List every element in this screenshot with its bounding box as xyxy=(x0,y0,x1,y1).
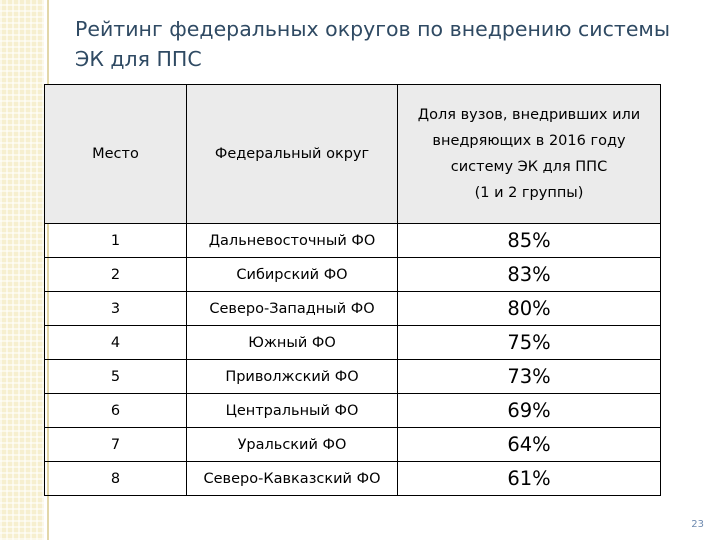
rank-cell: 5 xyxy=(44,359,187,394)
district-cell: Сибирский ФО xyxy=(186,257,398,292)
table-row: 2 Сибирский ФО 83% xyxy=(44,257,661,292)
table-row: 8 Северо-Кавказский ФО 61% xyxy=(44,461,661,496)
table-row: 1 Дальневосточный ФО 85% xyxy=(44,223,661,258)
rank-cell: 1 xyxy=(44,223,187,258)
share-cell: 75% xyxy=(397,325,661,360)
slide-title: Рейтинг федеральных округов по внедрению… xyxy=(75,17,671,71)
district-cell: Уральский ФО xyxy=(186,427,398,462)
district-cell: Дальневосточный ФО xyxy=(186,223,398,258)
header-share-line: внедряющих в 2016 году xyxy=(432,133,626,149)
header-share: Доля вузов, внедривших или внедряющих в … xyxy=(397,84,661,224)
rank-cell: 6 xyxy=(44,393,187,428)
share-cell: 69% xyxy=(397,393,661,428)
district-cell: Северо-Кавказский ФО xyxy=(186,461,398,496)
table-row: 7 Уральский ФО 64% xyxy=(44,427,661,462)
table-header-row: Место Федеральный округ Доля вузов, внед… xyxy=(44,84,661,224)
decorative-side-band xyxy=(0,0,44,540)
rating-table: Место Федеральный округ Доля вузов, внед… xyxy=(44,84,661,496)
district-cell: Северо-Западный ФО xyxy=(186,291,398,326)
share-cell: 64% xyxy=(397,427,661,462)
header-share-line: систему ЭК для ППС xyxy=(450,159,608,175)
page-number: 23 xyxy=(691,519,704,530)
table-row: 4 Южный ФО 75% xyxy=(44,325,661,360)
table-row: 3 Северо-Западный ФО 80% xyxy=(44,291,661,326)
share-cell: 73% xyxy=(397,359,661,394)
share-cell: 80% xyxy=(397,291,661,326)
district-cell: Центральный ФО xyxy=(186,393,398,428)
rank-cell: 3 xyxy=(44,291,187,326)
district-cell: Южный ФО xyxy=(186,325,398,360)
table-row: 5 Приволжский ФО 73% xyxy=(44,359,661,394)
header-share-line: Доля вузов, внедривших или xyxy=(417,107,641,123)
rank-cell: 2 xyxy=(44,257,187,292)
header-share-line: (1 и 2 группы) xyxy=(474,185,584,201)
rank-cell: 7 xyxy=(44,427,187,462)
rank-cell: 4 xyxy=(44,325,187,360)
share-cell: 85% xyxy=(397,223,661,258)
share-cell: 83% xyxy=(397,257,661,292)
share-cell: 61% xyxy=(397,461,661,496)
rank-cell: 8 xyxy=(44,461,187,496)
district-cell: Приволжский ФО xyxy=(186,359,398,394)
header-rank: Место xyxy=(44,84,187,224)
header-district: Федеральный округ xyxy=(186,84,398,224)
table-row: 6 Центральный ФО 69% xyxy=(44,393,661,428)
